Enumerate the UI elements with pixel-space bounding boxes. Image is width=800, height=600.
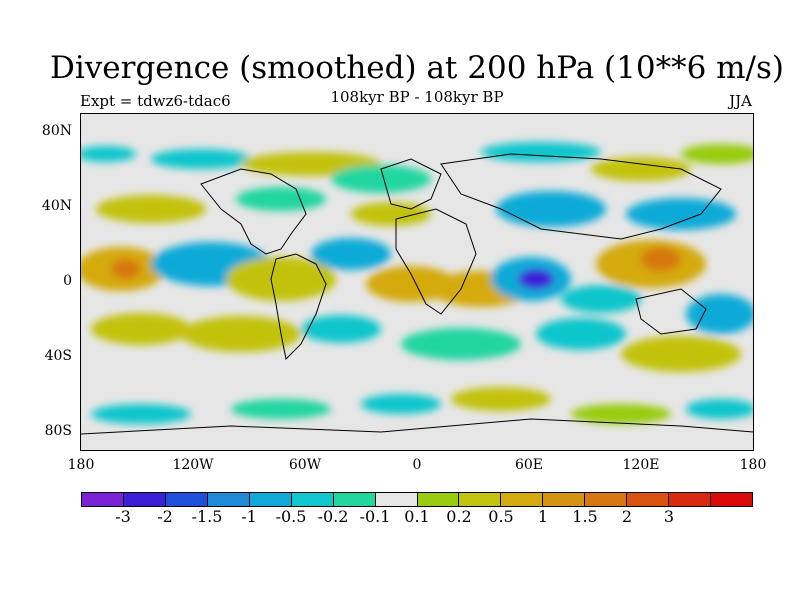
x-tick-label: 120W [172,457,214,473]
colorbar-label: 3 [663,507,675,526]
colorbar-swatch [585,493,628,506]
x-tick-label: 0 [412,457,422,473]
africa-outline [395,208,477,315]
colorbar-label: -1.5 [191,507,223,526]
colorbar-label: 0.1 [404,507,430,526]
divergence-field [81,142,753,435]
x-tick-label: 120E [622,457,660,473]
y-tick-label: 80N [41,123,72,139]
colorbar-swatch [123,493,166,506]
colorbar-swatch [711,493,752,506]
map-panel [80,113,754,451]
colorbar-swatch [207,493,250,506]
colorbar-swatch [543,493,586,506]
colorbar-swatch [249,493,292,506]
y-tick-label: 80S [44,423,72,439]
colorbar-swatch [291,493,334,506]
europe-outline [380,158,442,210]
antarctica-outline [81,418,753,435]
y-tick-label: 40N [41,198,72,214]
colorbar-swatch [627,493,670,506]
colorbar-label: -0.1 [359,507,391,526]
colorbar-swatch [501,493,544,506]
plot-title: Divergence (smoothed) at 200 hPa (10**6 … [50,50,784,86]
colorbar-label: -2 [157,507,173,526]
colorbar-swatch [333,493,376,506]
colorbar-label: -1 [241,507,257,526]
colorbar-label: -3 [115,507,131,526]
colorbar-label: 0.5 [488,507,514,526]
x-tick-label: 60E [514,457,544,473]
colorbar-label: -0.5 [275,507,307,526]
colorbar-label: 1.5 [572,507,598,526]
colorbar-label: 0.2 [446,507,472,526]
colorbar-swatch [165,493,208,506]
colorbar-swatch [669,493,712,506]
colorbar-swatch [459,493,502,506]
australia-outline [635,288,707,335]
y-tick-label: 40S [44,348,72,364]
colorbar-label: 2 [621,507,633,526]
asia-outline [440,153,722,240]
north-america-outline [200,168,307,255]
colorbar [81,492,753,507]
plot-subtitle: 108kyr BP - 108kyr BP [330,88,504,106]
experiment-label: Expt = tdwz6-tdac6 [80,92,231,110]
x-tick-label: 180 [739,457,767,473]
colorbar-label: 1 [537,507,549,526]
colorbar-swatch [82,493,124,506]
colorbar-swatch [417,493,460,506]
south-america-outline [270,253,327,361]
colorbar-label: -0.2 [317,507,349,526]
colorbar-swatch [375,493,418,506]
x-tick-label: 60W [288,457,322,473]
season-label: JJA [729,92,752,110]
y-tick-label: 0 [63,273,72,289]
x-tick-label: 180 [67,457,95,473]
